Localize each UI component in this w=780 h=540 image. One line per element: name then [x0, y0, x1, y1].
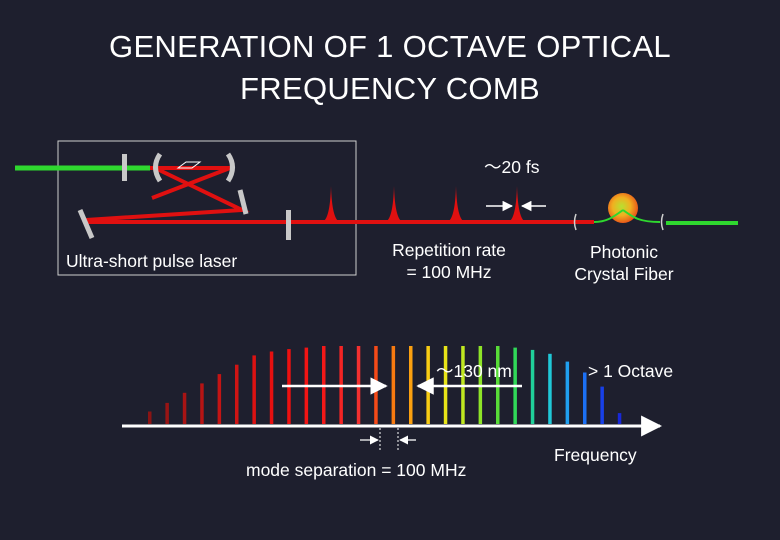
curved-mirror-left-icon	[153, 152, 163, 183]
frequency-axis-label: Frequency	[554, 445, 637, 465]
title-line-1: GENERATION OF 1 OCTAVE OPTICAL	[109, 29, 671, 64]
comb-line	[200, 383, 204, 424]
output-coupler-icon	[286, 210, 291, 240]
mode-separation-label: mode separation = 100 MHz	[246, 460, 467, 480]
fold-mirror-icon	[237, 189, 249, 215]
comb-line	[269, 351, 274, 424]
octave-label: > 1 Octave	[588, 361, 674, 381]
fiber-input	[593, 209, 624, 223]
repetition-rate-line-1: Repetition rate	[392, 240, 506, 260]
photonic-crystal-fiber-label: Photonic Crystal Fiber	[556, 241, 692, 285]
comb-line	[583, 372, 587, 424]
pulse-peak	[447, 186, 465, 222]
page-title: GENERATION OF 1 OCTAVE OPTICAL FREQUENCY…	[0, 26, 780, 110]
pulse-peak	[508, 186, 526, 222]
comb-line	[565, 361, 570, 424]
comb-line	[617, 413, 622, 424]
comb-line	[409, 346, 413, 424]
cavity-beam-cross	[151, 166, 231, 200]
comb-line	[548, 353, 552, 424]
ti-sapphire-crystal	[176, 161, 202, 169]
pulse-train	[322, 186, 526, 222]
fiber-output	[622, 209, 661, 223]
comb-line	[600, 386, 604, 424]
cavity-optics	[77, 152, 291, 240]
end-mirror-icon	[77, 209, 95, 239]
curved-mirror-right-icon	[225, 152, 235, 183]
pcf-line-2: Crystal Fiber	[574, 264, 674, 284]
pulse-peak	[385, 186, 403, 222]
pulse-peak	[322, 186, 340, 222]
pulse-width-label: ～20 fs	[484, 157, 540, 177]
comb-line	[148, 411, 152, 424]
repetition-rate-label: Repetition rate = 100 MHz	[370, 239, 528, 283]
comb-line	[235, 364, 239, 424]
collimating-lens-icon	[660, 213, 664, 231]
comb-line	[217, 374, 222, 424]
comb-line	[252, 355, 256, 424]
comb-line	[530, 349, 535, 424]
repetition-rate-line-2: = 100 MHz	[406, 262, 492, 282]
comb-line	[391, 346, 396, 424]
comb-line	[182, 392, 187, 424]
comb-line	[165, 402, 169, 424]
lens-icon	[122, 154, 127, 181]
cavity-beam-fold	[85, 166, 250, 222]
fiber-coil-icon	[608, 193, 638, 223]
title-line-2: FREQUENCY COMB	[240, 71, 540, 106]
pcf-line-1: Photonic	[589, 242, 659, 262]
laser-cavity-box	[57, 140, 357, 276]
laser-label: Ultra-short pulse laser	[66, 251, 238, 271]
bandwidth-label: ～130 nm	[436, 361, 512, 381]
coupling-lens-icon	[573, 213, 577, 231]
